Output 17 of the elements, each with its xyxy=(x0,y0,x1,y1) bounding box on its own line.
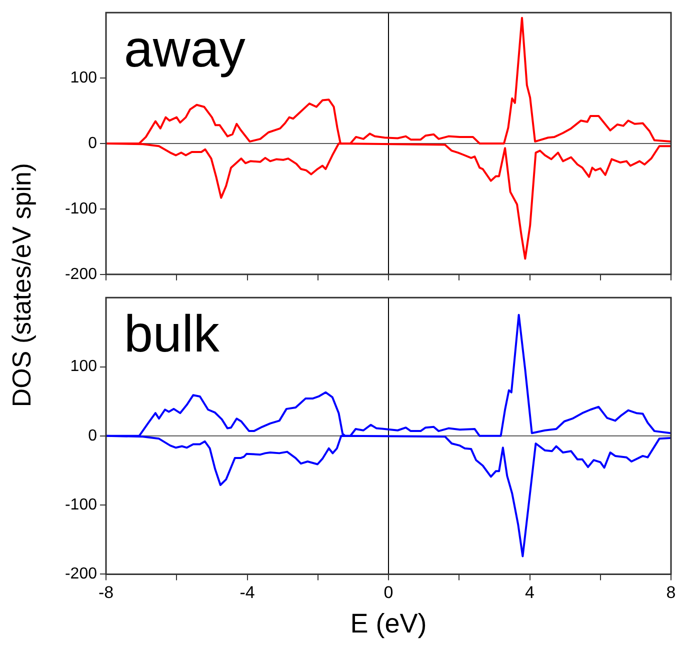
x-tick-label: 4 xyxy=(525,583,534,602)
x-tick-label: 0 xyxy=(384,583,394,602)
y-tick-label: 0 xyxy=(88,427,98,444)
y-tick-label: -100 xyxy=(64,200,98,218)
chart-title: bulk xyxy=(124,306,220,364)
y-axis-title: DOS (states/eV spin) xyxy=(6,162,38,408)
x-axis-title: E (eV) xyxy=(350,608,427,638)
y-tick-label: -100 xyxy=(64,496,98,514)
y-tick-label: -200 xyxy=(64,266,98,283)
y-tick-label: -200 xyxy=(64,566,98,583)
chart-title: away xyxy=(124,20,246,79)
y-tick-label: 100 xyxy=(70,358,98,376)
y-tick-label: 0 xyxy=(88,134,98,152)
x-tick-label: -4 xyxy=(240,583,255,602)
y-tick-label: 100 xyxy=(70,69,98,86)
x-tick-label: 8 xyxy=(666,583,676,602)
x-tick-label: -8 xyxy=(98,583,114,602)
